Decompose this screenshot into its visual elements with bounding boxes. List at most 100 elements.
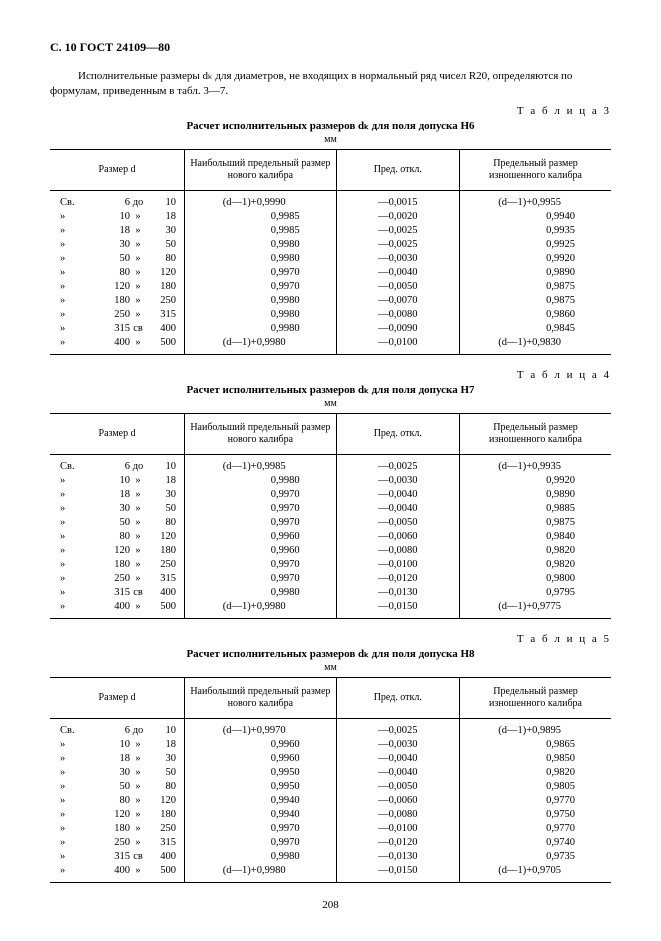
table-row: »180»2500,9970—0,01000,9770 [50,821,611,835]
column-header: Наибольший предельный размер нового кали… [185,677,336,718]
worn-cell: 0,9940 [460,209,612,223]
worn-cell: 0,9820 [460,765,612,779]
max-cell: (d—1)+0,9980 [185,599,336,618]
table-title: Расчет исполнительных размеров dₖ для по… [50,647,611,660]
max-cell: 0,9980 [185,251,336,265]
size-cell: »120»180 [50,543,185,557]
max-cell: 0,9970 [185,265,336,279]
size-cell: »30»50 [50,765,185,779]
table-row: »120»1800,9940—0,00800,9750 [50,807,611,821]
max-cell: (d—1)+0,9980 [185,335,336,354]
size-cell: »10»18 [50,737,185,751]
deviation-cell: —0,0030 [336,737,459,751]
worn-cell: 0,9800 [460,571,612,585]
size-cell: »400»500 [50,599,185,618]
size-cell: »250»315 [50,307,185,321]
column-header: Размер d [50,149,185,190]
worn-cell: 0,9750 [460,807,612,821]
size-cell: »400»500 [50,335,185,354]
column-header: Пред. откл. [336,149,459,190]
size-cell: »50»80 [50,251,185,265]
deviation-cell: —0,0080 [336,543,459,557]
column-header: Предельный размер изношенного калибра [460,677,612,718]
table-row: »80»1200,9970—0,00400,9890 [50,265,611,279]
table-number: Т а б л и ц а 3 [50,105,611,117]
table-row: »250»3150,9970—0,01200,9740 [50,835,611,849]
max-cell: 0,9970 [185,515,336,529]
size-cell: »315св400 [50,585,185,599]
table-row: »10»180,9980—0,00300,9920 [50,473,611,487]
data-table: Размер dНаибольший предельный размер нов… [50,149,611,355]
deviation-cell: —0,0015 [336,190,459,209]
table-title: Расчет исполнительных размеров dₖ для по… [50,383,611,396]
size-cell: »10»18 [50,473,185,487]
intro-text: Исполнительные размеры dₖ для диаметров,… [50,69,611,99]
worn-cell: 0,9860 [460,307,612,321]
table-block: Т а б л и ц а 3 Расчет исполнительных раз… [50,105,611,355]
worn-cell: 0,9850 [460,751,612,765]
size-cell: »80»120 [50,793,185,807]
table-row: »180»2500,9980—0,00700,9875 [50,293,611,307]
worn-cell: 0,9875 [460,293,612,307]
worn-cell: (d—1)+0,9775 [460,599,612,618]
size-cell: »80»120 [50,265,185,279]
deviation-cell: —0,0040 [336,765,459,779]
worn-cell: (d—1)+0,9830 [460,335,612,354]
max-cell: 0,9970 [185,571,336,585]
table-row: »18»300,9985—0,00250,9935 [50,223,611,237]
table-row: »400»500(d—1)+0,9980—0,0100(d—1)+0,9830 [50,335,611,354]
table-row: »80»1200,9940—0,00600,9770 [50,793,611,807]
size-cell: »180»250 [50,557,185,571]
max-cell: 0,9970 [185,557,336,571]
table-row: »80»1200,9960—0,00600,9840 [50,529,611,543]
max-cell: 0,9960 [185,737,336,751]
deviation-cell: —0,0080 [336,307,459,321]
worn-cell: 0,9885 [460,501,612,515]
size-cell: »18»30 [50,487,185,501]
table-block: Т а б л и ц а 5 Расчет исполнительных раз… [50,633,611,883]
max-cell: 0,9940 [185,807,336,821]
worn-cell: 0,9875 [460,279,612,293]
deviation-cell: —0,0130 [336,585,459,599]
size-cell: »400»500 [50,863,185,882]
max-cell: 0,9940 [185,793,336,807]
size-cell: »250»315 [50,835,185,849]
worn-cell: 0,9920 [460,473,612,487]
size-cell: Св.6до10 [50,718,185,737]
max-cell: 0,9980 [185,585,336,599]
deviation-cell: —0,0100 [336,335,459,354]
deviation-cell: —0,0050 [336,779,459,793]
worn-cell: (d—1)+0,9955 [460,190,612,209]
worn-cell: (d—1)+0,9705 [460,863,612,882]
table-number: Т а б л и ц а 5 [50,633,611,645]
table-title: Расчет исполнительных размеров dₖ для по… [50,119,611,132]
deviation-cell: —0,0100 [336,821,459,835]
deviation-cell: —0,0060 [336,529,459,543]
worn-cell: 0,9770 [460,821,612,835]
table-row: »315св4000,9980—0,01300,9735 [50,849,611,863]
max-cell: (d—1)+0,9970 [185,718,336,737]
max-cell: 0,9970 [185,821,336,835]
column-header: Пред. откл. [336,677,459,718]
worn-cell: 0,9920 [460,251,612,265]
size-cell: »250»315 [50,571,185,585]
deviation-cell: —0,0120 [336,571,459,585]
deviation-cell: —0,0100 [336,557,459,571]
worn-cell: (d—1)+0,9935 [460,454,612,473]
worn-cell: 0,9820 [460,543,612,557]
table-row: »315св4000,9980—0,01300,9795 [50,585,611,599]
data-table: Размер dНаибольший предельный размер нов… [50,677,611,883]
worn-cell: 0,9805 [460,779,612,793]
table-row: Св.6до10(d—1)+0,9990—0,0015(d—1)+0,9955 [50,190,611,209]
max-cell: 0,9985 [185,209,336,223]
page-header: С. 10 ГОСТ 24109—80 [50,40,611,55]
deviation-cell: —0,0040 [336,751,459,765]
max-cell: 0,9960 [185,529,336,543]
table-row: »250»3150,9980—0,00800,9860 [50,307,611,321]
deviation-cell: —0,0090 [336,321,459,335]
table-row: »120»1800,9970—0,00500,9875 [50,279,611,293]
data-table: Размер dНаибольший предельный размер нов… [50,413,611,619]
size-cell: »315св400 [50,321,185,335]
column-header: Предельный размер изношенного калибра [460,149,612,190]
size-cell: »18»30 [50,751,185,765]
